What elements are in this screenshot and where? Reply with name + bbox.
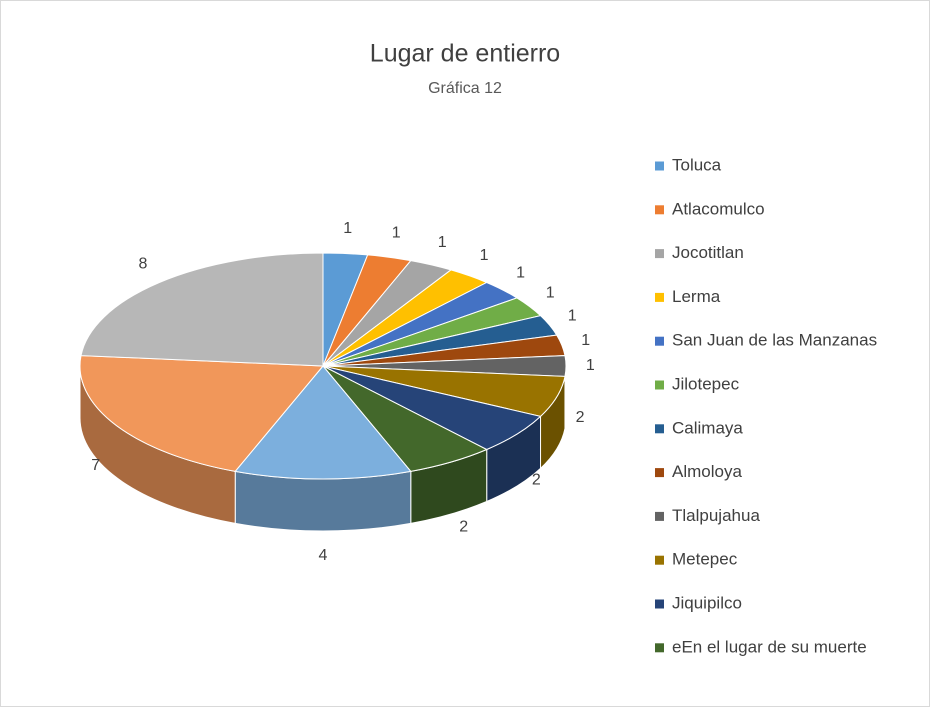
legend-swatch bbox=[655, 292, 664, 302]
legend-label: eEn el lugar de su muerte bbox=[672, 637, 867, 656]
data-label: 1 bbox=[392, 225, 401, 242]
data-label: 7 bbox=[91, 457, 100, 474]
legend-swatch bbox=[655, 249, 664, 259]
slice bbox=[80, 252, 324, 367]
legend-swatch bbox=[655, 643, 664, 653]
data-label: 1 bbox=[586, 357, 595, 374]
legend-label: Jocotitlan bbox=[672, 243, 744, 262]
legend-label: Calimaya bbox=[672, 418, 743, 437]
data-label: 1 bbox=[581, 332, 590, 349]
data-label: 2 bbox=[576, 409, 585, 426]
legend-swatch bbox=[655, 424, 664, 434]
legend-swatch bbox=[655, 468, 664, 478]
data-label: 1 bbox=[480, 247, 489, 264]
legend-label: Lerma bbox=[672, 287, 721, 306]
data-label: 4 bbox=[319, 547, 328, 564]
chart-title: Lugar de entierro bbox=[370, 40, 560, 68]
legend-label: Metepec bbox=[672, 550, 738, 569]
legend-swatch bbox=[655, 380, 664, 390]
legend-swatch bbox=[655, 336, 664, 346]
legend-label: San Juan de las Manzanas bbox=[672, 331, 877, 350]
chart-subtitle: Gráfica 12 bbox=[428, 80, 502, 97]
slice bbox=[79, 355, 325, 472]
data-label: 1 bbox=[568, 307, 577, 324]
data-label: 1 bbox=[516, 264, 525, 281]
legend-swatch bbox=[655, 161, 664, 171]
data-label: 1 bbox=[438, 234, 447, 251]
data-label: 1 bbox=[546, 285, 555, 302]
legend-swatch bbox=[655, 511, 664, 521]
data-label: 1 bbox=[343, 220, 352, 237]
legend-swatch bbox=[655, 555, 664, 565]
slice-side bbox=[234, 470, 412, 532]
legend-label: Jilotepec bbox=[672, 374, 740, 393]
legend-label: Almoloya bbox=[672, 462, 742, 481]
legend-label: Atlacomulco bbox=[672, 199, 765, 218]
legend-label: Jiquipilco bbox=[672, 593, 742, 612]
data-label: 2 bbox=[532, 472, 541, 489]
legend-label: Tlalpujahua bbox=[672, 506, 760, 525]
legend-label: Toluca bbox=[672, 155, 722, 174]
data-label: 2 bbox=[459, 519, 468, 536]
data-label: 8 bbox=[138, 255, 147, 272]
slice bbox=[234, 365, 412, 480]
legend-swatch bbox=[655, 599, 664, 609]
legend-swatch bbox=[655, 205, 664, 215]
